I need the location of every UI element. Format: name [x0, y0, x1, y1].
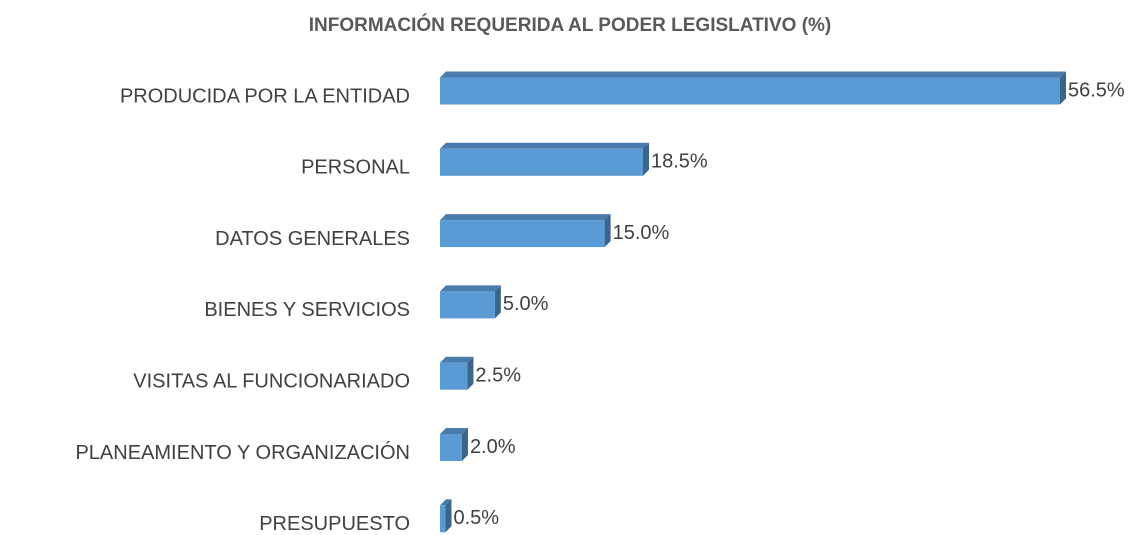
category-label: BIENES Y SERVICIOS	[204, 299, 410, 321]
bar-top	[440, 214, 611, 221]
bar-side	[445, 499, 452, 533]
category-label: DATOS GENERALES	[215, 228, 410, 250]
bar-front	[440, 148, 644, 176]
bar	[440, 428, 468, 461]
bar-top	[440, 142, 650, 149]
bar-top	[440, 356, 474, 363]
bar-front	[440, 291, 495, 319]
bar	[440, 356, 474, 390]
bar-side	[467, 356, 474, 390]
category-label: PERSONAL	[301, 157, 410, 179]
bar-front	[440, 77, 1060, 105]
category-label: VISITAS AL FUNCIONARIADO	[133, 370, 410, 392]
bar-top	[440, 428, 468, 434]
value-label: 5.0%	[503, 293, 549, 315]
value-label: 2.0%	[470, 436, 516, 458]
value-label: 18.5%	[651, 151, 708, 173]
value-label: 2.5%	[475, 364, 521, 386]
category-label: PRESUPUESTO	[259, 513, 410, 535]
value-label: 0.5%	[453, 507, 499, 529]
bar-top	[440, 71, 1066, 78]
bar-top	[440, 499, 452, 506]
bar-side	[604, 214, 611, 248]
bar-side	[1060, 71, 1066, 105]
bar-front	[440, 505, 446, 533]
bar	[440, 499, 452, 533]
value-label: 56.5%	[1068, 79, 1125, 101]
category-label: PRODUCIDA POR LA ENTIDAD	[120, 85, 410, 107]
value-label: 15.0%	[613, 222, 670, 244]
category-label: PLANEAMIENTO Y ORGANIZACIÓN	[75, 441, 410, 464]
bar	[440, 71, 1066, 105]
bar	[440, 142, 650, 176]
bar	[440, 285, 501, 319]
bar-side	[643, 142, 650, 176]
bar-side	[461, 428, 468, 461]
bar-top	[440, 285, 501, 292]
bar-front	[440, 220, 605, 248]
chart-title: INFORMACIÓN REQUERIDA AL PODER LEGISLATI…	[309, 14, 832, 36]
bar	[440, 214, 611, 248]
bar-front	[440, 434, 462, 461]
bar-front	[440, 362, 468, 390]
bar-side	[494, 285, 501, 319]
